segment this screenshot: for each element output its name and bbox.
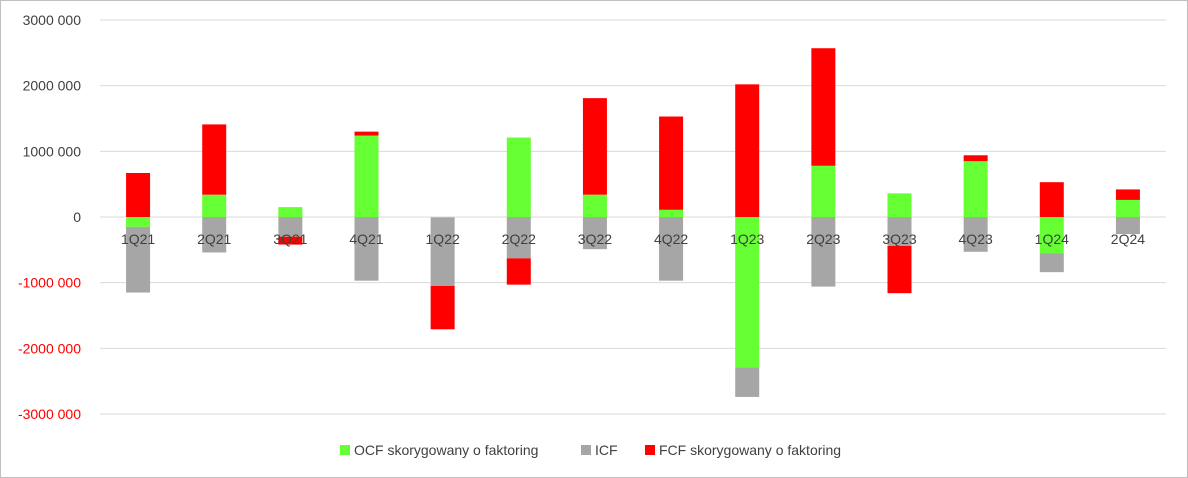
bar-segment	[354, 217, 379, 281]
bar-segment	[278, 207, 303, 217]
category-label: 4Q21	[349, 231, 383, 247]
bar-segment	[735, 367, 760, 397]
y-tick-label: -2000 000	[18, 340, 81, 356]
y-tick-label: 1000 000	[23, 143, 82, 159]
bar-segment	[963, 155, 988, 162]
legend-label: FCF skorygowany o faktoring	[659, 442, 841, 458]
bar-segment	[811, 48, 836, 166]
legend-swatch	[340, 445, 350, 455]
category-label: 1Q21	[121, 231, 155, 247]
y-axis-ticks: 3000 000 2000 000 1000 000 0 -1000 000 -2000 …	[18, 12, 81, 422]
bar-segment	[430, 217, 455, 218]
bar-segment	[811, 217, 836, 287]
category-label: 2Q22	[502, 231, 536, 247]
bar-segment	[1039, 253, 1064, 273]
bars	[126, 48, 1140, 397]
bar-segment	[659, 116, 684, 210]
bar-segment	[506, 217, 531, 259]
y-tick-label: -1000 000	[18, 275, 81, 291]
bar-segment	[430, 217, 455, 286]
bar-segment	[202, 124, 227, 195]
gridlines	[100, 19, 1166, 415]
category-labels: 1Q21 2Q21 3Q21 4Q21 1Q22 2Q22 3Q22 4Q22 1Q23 2Q23…	[121, 231, 1145, 247]
bar-segment	[126, 173, 151, 217]
category-label: 2Q23	[806, 231, 840, 247]
bar-segment	[735, 217, 760, 368]
bar-segment	[202, 194, 227, 217]
bar-segment	[202, 217, 227, 253]
category-label: 3Q21	[273, 231, 307, 247]
category-label: 4Q23	[959, 231, 993, 247]
bar-segment	[963, 161, 988, 217]
category-label: 1Q24	[1035, 231, 1069, 247]
bar-segment	[963, 217, 988, 252]
bar-segment	[811, 165, 836, 217]
bar-segment	[582, 217, 607, 250]
bar-segment	[126, 217, 151, 227]
bar-segment	[1039, 182, 1064, 217]
bar-segment	[126, 226, 151, 293]
category-label: 2Q24	[1111, 231, 1145, 247]
bar-segment	[430, 285, 455, 330]
bar-segment	[506, 137, 531, 217]
bar-segment	[1115, 217, 1140, 235]
bar-segment	[582, 98, 607, 195]
y-tick-label: 3000 000	[23, 12, 82, 28]
category-label: 3Q23	[882, 231, 916, 247]
y-tick-label: 2000 000	[23, 78, 82, 94]
bar-segment	[1039, 217, 1064, 254]
legend-label: ICF	[595, 442, 618, 458]
bar-segment	[659, 217, 684, 281]
bar-segment	[278, 217, 303, 237]
bar-segment	[887, 193, 912, 217]
category-label: 4Q22	[654, 231, 688, 247]
legend: OCF skorygowany o faktoring ICF FCF skoryg…	[340, 442, 841, 458]
bar-segment	[278, 236, 303, 245]
legend-swatch	[645, 445, 655, 455]
y-tick-label: 0	[73, 209, 81, 225]
category-label: 3Q22	[578, 231, 612, 247]
bar-segment	[582, 194, 607, 217]
bar-segment	[506, 258, 531, 285]
legend-swatch	[581, 445, 591, 455]
bar-segment	[887, 217, 912, 246]
legend-label: OCF skorygowany o faktoring	[354, 442, 538, 458]
bar-segment	[659, 209, 684, 217]
category-label: 1Q22	[426, 231, 460, 247]
bar-segment	[1115, 189, 1140, 200]
bar-segment	[887, 245, 912, 294]
bar-segment	[1115, 199, 1140, 217]
category-label: 1Q23	[730, 231, 764, 247]
bar-segment	[735, 84, 760, 217]
bar-segment	[354, 131, 379, 136]
bar-segment	[354, 135, 379, 217]
category-label: 2Q21	[197, 231, 231, 247]
y-tick-label: -3000 000	[18, 406, 81, 422]
